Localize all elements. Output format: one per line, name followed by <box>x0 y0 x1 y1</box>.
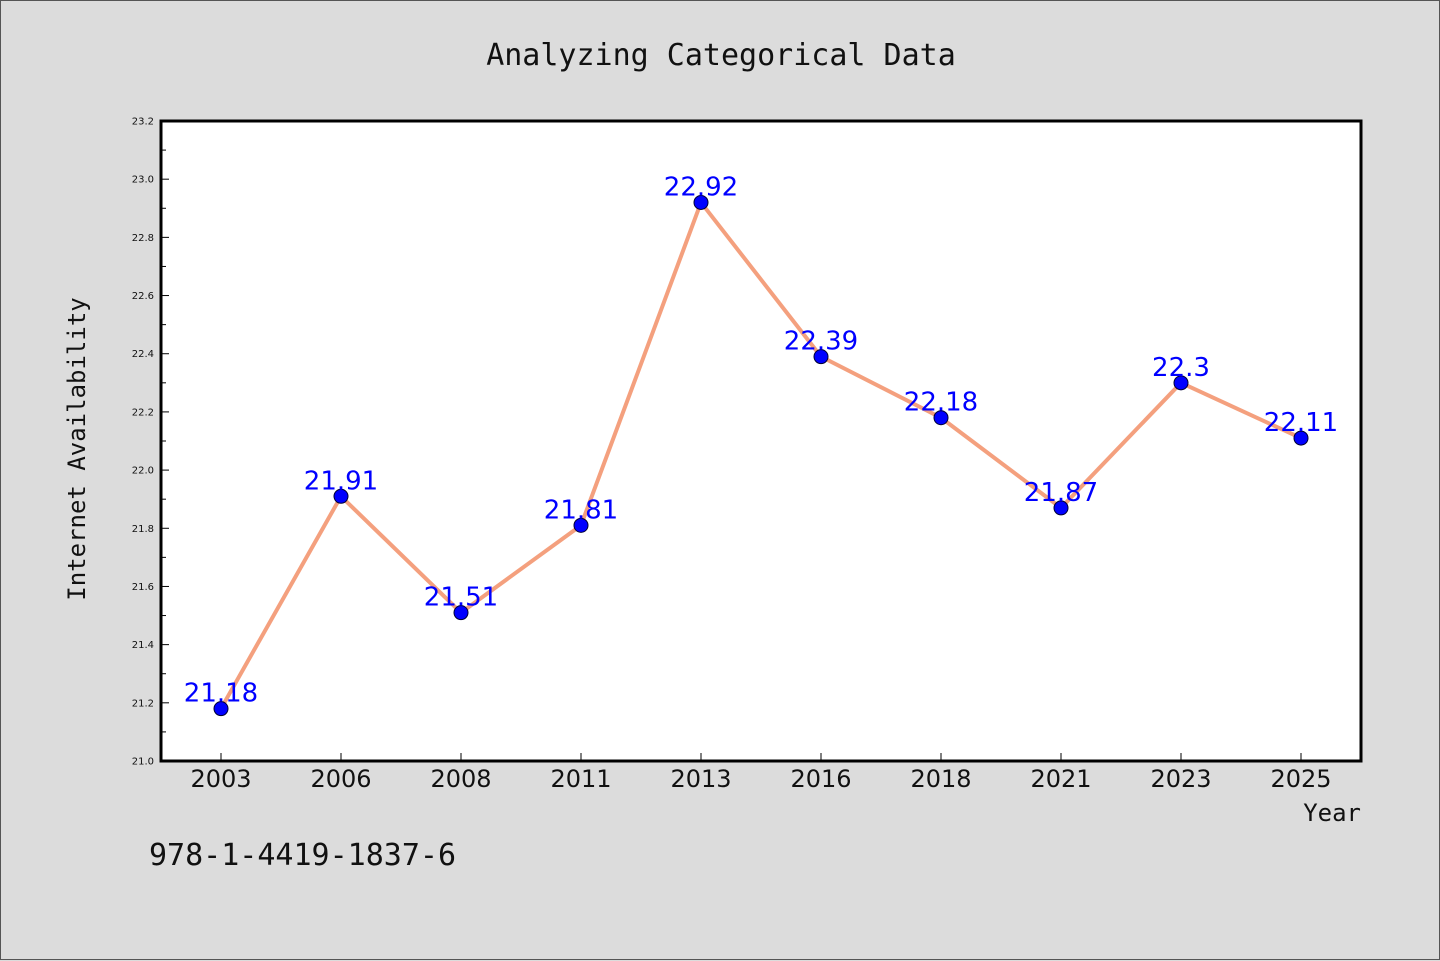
y-tick-label: 22.8 <box>132 233 154 244</box>
series-line <box>219 200 1302 710</box>
data-label: 21.87 <box>1024 478 1098 508</box>
y-tick-label: 23.0 <box>132 175 154 186</box>
data-point <box>933 410 949 426</box>
y-tick-label: 22.6 <box>132 291 154 302</box>
y-tick-label: 23.2 <box>132 117 154 128</box>
plot-frame <box>159 119 1363 763</box>
x-axis-label: Year <box>1303 799 1361 827</box>
data-label: 21.81 <box>544 495 618 525</box>
x-tick-label: 2018 <box>910 765 971 793</box>
y-tick-label: 21.4 <box>132 640 154 651</box>
data-point <box>1053 500 1069 516</box>
data-point <box>693 194 709 210</box>
data-point <box>813 349 829 365</box>
y-axis-ticks: 21.0 21.2 21.4 21.6 21.8 22.0 22.2 22.4 22.6 22.8… <box>132 117 169 768</box>
y-tick-label: 22.2 <box>132 407 154 418</box>
plot-area <box>161 121 1361 761</box>
x-tick-label: 2011 <box>550 765 611 793</box>
y-axis-label: Internet Availability <box>63 297 91 600</box>
data-point <box>1293 430 1309 446</box>
x-tick-label: 2008 <box>430 765 491 793</box>
data-label: 21.18 <box>184 679 258 709</box>
y-tick-label: 21.2 <box>132 698 154 709</box>
x-tick-label: 2006 <box>310 765 371 793</box>
x-tick-label: 2003 <box>190 765 251 793</box>
data-label: 21.51 <box>424 583 498 613</box>
data-labels-layer: 21.18 21.91 21.51 21.81 22.92 22.39 22.18 21.87… <box>184 172 1338 708</box>
y-tick-label: 21.0 <box>132 757 154 768</box>
data-label: 21.91 <box>304 466 378 496</box>
data-point <box>573 517 589 533</box>
chart-title: Analyzing Categorical Data <box>486 38 956 73</box>
x-axis-ticks: 2003 2006 2008 2011 2013 2016 2018 2021 2023 2025 <box>190 753 1332 793</box>
data-label: 22.18 <box>904 388 978 418</box>
data-label: 22.3 <box>1152 353 1210 383</box>
x-tick-label: 2021 <box>1030 765 1091 793</box>
data-point <box>333 488 349 504</box>
y-tick-label: 22.4 <box>132 349 154 360</box>
data-label: 22.39 <box>784 327 858 357</box>
data-point <box>453 605 469 621</box>
x-tick-label: 2013 <box>670 765 731 793</box>
footer-code: 978-1-4419-1837-6 <box>149 838 456 873</box>
x-tick-label: 2023 <box>1150 765 1211 793</box>
y-tick-label: 21.8 <box>132 524 154 535</box>
y-tick-label: 22.0 <box>132 466 154 477</box>
x-tick-label: 2016 <box>790 765 851 793</box>
data-point <box>1173 375 1189 391</box>
series-layer <box>213 194 1309 717</box>
data-point <box>213 701 229 717</box>
data-label: 22.92 <box>664 172 738 202</box>
x-tick-label: 2025 <box>1270 765 1331 793</box>
data-label: 22.11 <box>1264 408 1338 438</box>
y-tick-label: 21.6 <box>132 582 154 593</box>
